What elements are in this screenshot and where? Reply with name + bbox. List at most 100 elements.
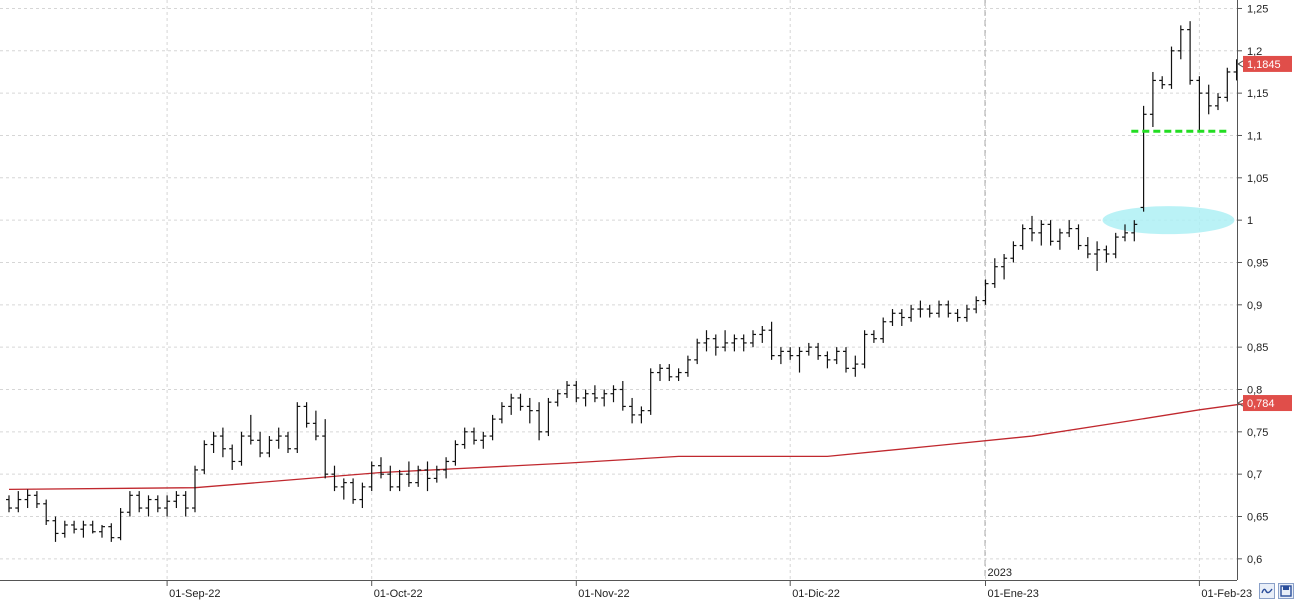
ohlc-bar: [368, 461, 375, 492]
ohlc-bar: [201, 440, 208, 475]
ohlc-bar: [973, 296, 980, 314]
ohlc-bar: [24, 489, 31, 509]
y-tick-label: 0,95: [1247, 257, 1268, 269]
ohlc-bar: [1084, 237, 1091, 259]
ohlc-bar: [1131, 220, 1138, 242]
ohlc-bar: [619, 381, 626, 411]
ohlc-bar: [89, 520, 96, 534]
ohlc-bar: [1112, 232, 1119, 259]
ohlc-bar: [433, 465, 440, 483]
ohlc-bar: [573, 381, 580, 403]
ohlc-bar: [396, 469, 403, 492]
ohlc-bar: [1075, 224, 1082, 250]
ohlc-bar: [870, 330, 877, 343]
y-tick-label: 0,8: [1247, 384, 1262, 396]
ohlc-bar: [1010, 241, 1017, 263]
ohlc-bar: [647, 368, 654, 415]
y-tick-label: 1,2: [1247, 46, 1262, 58]
last-value-badge: 0,784: [1237, 395, 1292, 412]
x-tick-label: 01-Ene-23: [988, 588, 1039, 600]
badge-box: [1243, 55, 1292, 72]
ohlc-bar: [517, 393, 524, 411]
ohlc-bar: [554, 389, 561, 407]
ohlc-bar: [731, 334, 738, 352]
ohlc-bar: [238, 431, 245, 466]
ohlc-bar: [257, 431, 264, 458]
ohlc-bar: [777, 347, 784, 365]
ohlc-bars: [6, 21, 1240, 542]
ohlc-bar: [424, 461, 431, 492]
ohlc-bar: [1205, 84, 1212, 115]
last-value-badges: 1,1845 0,784: [1237, 55, 1292, 412]
ohlc-bar: [991, 258, 998, 288]
badge-label: 1,1845: [1247, 59, 1281, 71]
ohlc-bar: [33, 491, 40, 509]
ohlc-bar: [452, 440, 459, 466]
ohlc-bar: [908, 304, 915, 322]
ohlc-bar: [610, 385, 617, 403]
ohlc-bar: [145, 495, 152, 517]
ohlc-bar: [415, 465, 422, 487]
ohlc-bar: [936, 300, 942, 318]
ohlc-bar: [331, 465, 338, 492]
ohlc-bar: [740, 334, 747, 352]
ohlc-bar: [285, 431, 291, 453]
ohlc-bar: [861, 330, 868, 369]
ohlc-bar: [591, 385, 598, 403]
save-icon[interactable]: [1278, 583, 1294, 599]
y-tick-label: 0,9: [1247, 300, 1262, 312]
ohlc-bar: [694, 338, 701, 365]
ohlc-bar: [247, 414, 254, 445]
ohlc-bar: [387, 465, 394, 492]
badge-pointer: [1237, 60, 1244, 68]
ohlc-bar: [945, 300, 952, 318]
y-axis: 0,6 0,65 0,7 0,75 0,8 0,85 0,9 0,95 1 1,05 1,1 1,15…: [1237, 0, 1268, 580]
ohlc-bar: [796, 347, 803, 373]
ohlc-bar: [1187, 21, 1194, 85]
ohlc-bar: [229, 444, 236, 470]
ohlc-bar: [638, 406, 645, 424]
ohlc-bar: [545, 397, 552, 437]
ohlc-bar: [461, 427, 468, 449]
ohlc-bar: [164, 495, 171, 517]
badge-label: 0,784: [1247, 398, 1275, 410]
ohlc-bar: [1001, 254, 1008, 280]
ohlc-bar: [1019, 224, 1026, 250]
y-tick-label: 0,85: [1247, 342, 1268, 354]
ohlc-bar: [917, 300, 924, 318]
ohlc-bar: [843, 347, 849, 373]
ohlc-bar: [480, 431, 487, 449]
ohlc-bar: [564, 381, 570, 398]
badge-box: [1243, 395, 1292, 412]
ohlc-bar: [52, 516, 59, 542]
ohlc-bar: [15, 491, 22, 513]
ohlc-bar: [312, 410, 319, 441]
ohlc-bar: [889, 309, 896, 326]
ohlc-bar: [926, 304, 933, 318]
ohlc-bar: [824, 351, 831, 369]
ohlc-bar: [833, 347, 840, 365]
ohlc-bar: [340, 478, 347, 500]
ohlc-bar: [582, 389, 589, 407]
x-tick-label: 01-Nov-22: [578, 588, 629, 600]
ohlc-bar: [1066, 220, 1073, 238]
ohlc-bar: [526, 397, 533, 424]
ohlc-bar: [684, 355, 691, 377]
ohlc-bar: [1215, 93, 1221, 111]
wave-icon[interactable]: [1259, 583, 1275, 599]
x-tick-label: 01-Oct-22: [374, 588, 423, 600]
ohlc-bar: [1196, 76, 1203, 132]
y-tick-label: 1,15: [1247, 88, 1268, 100]
ohlc-bar: [489, 414, 496, 441]
ohlc-bar: [359, 482, 366, 509]
ohlc-bar: [443, 457, 450, 479]
ohlc-bar: [1149, 71, 1156, 128]
ohlc-bar: [712, 334, 719, 356]
ohlc-bar: [266, 436, 273, 458]
highlight-ellipse: [1102, 206, 1235, 235]
year-label: 2023: [988, 567, 1012, 579]
ohlc-bar: [173, 491, 180, 509]
ohlc-bar: [508, 393, 515, 415]
ohlc-bar: [471, 427, 477, 445]
ohlc-bar: [1140, 105, 1147, 212]
